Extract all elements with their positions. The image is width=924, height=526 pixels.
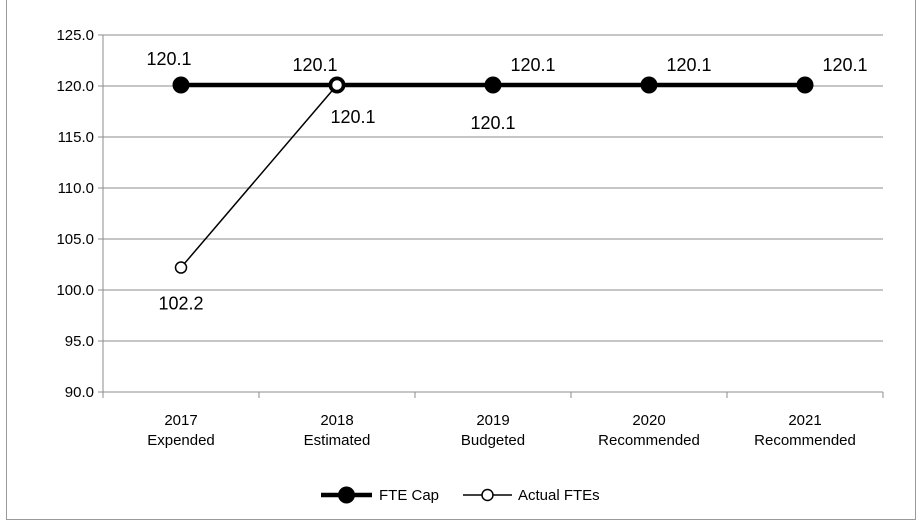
y-tick-label: 120.0 [56, 78, 94, 95]
chart-frame: 90.0 95.0 100.0 105.0 110.0 115.0 120.0 125.0 20… [6, 0, 916, 520]
fte-cap-point [640, 76, 658, 94]
x-category-year-label: 2019 [476, 412, 509, 429]
fte-cap-data-label: 120.1 [510, 55, 555, 75]
y-tick-label: 90.0 [65, 384, 94, 401]
y-tick-label: 110.0 [58, 180, 94, 197]
y-tick-label: 105.0 [56, 231, 94, 248]
x-category-phase-label: Recommended [598, 432, 700, 449]
x-category-phase-label: Expended [147, 432, 215, 449]
fte-cap-point [484, 76, 502, 94]
actual-ftes-data-label: 102.2 [158, 294, 203, 314]
y-tick-label: 95.0 [65, 333, 94, 350]
y-tick-label: 115.0 [58, 129, 94, 146]
actual-ftes-data-label: 120.1 [470, 113, 515, 133]
fte-cap-data-label: 120.1 [146, 49, 191, 69]
x-category-year-label: 2021 [788, 412, 821, 429]
y-tick-label: 125.0 [56, 27, 94, 44]
y-tick-label: 100.0 [56, 282, 94, 299]
actual-ftes-data-label: 120.1 [330, 107, 375, 127]
x-category-phase-label: Budgeted [461, 432, 525, 449]
fte-cap-point [172, 76, 190, 94]
x-category-year-label: 2020 [632, 412, 665, 429]
legend-fte-cap-swatch-marker [338, 486, 355, 504]
fte-cap-data-label: 120.1 [822, 55, 867, 75]
actual-ftes-point [330, 78, 344, 92]
legend-fte-cap-label: FTE Cap [379, 487, 439, 504]
x-category-year-label: 2017 [164, 412, 197, 429]
fte-cap-point [796, 76, 814, 94]
fte-line-chart: 90.0 95.0 100.0 105.0 110.0 115.0 120.0 125.0 20… [56, 27, 884, 504]
fte-cap-data-label: 120.1 [292, 55, 337, 75]
legend-actual-ftes-label: Actual FTEs [518, 487, 600, 504]
x-category-phase-label: Recommended [754, 432, 856, 449]
x-category-phase-label: Estimated [304, 432, 371, 449]
x-category-year-label: 2018 [320, 412, 353, 429]
fte-cap-data-label: 120.1 [666, 55, 711, 75]
actual-ftes-line [180, 84, 338, 269]
actual-ftes-point [174, 261, 188, 274]
legend-actual-ftes-swatch-marker [481, 488, 494, 502]
